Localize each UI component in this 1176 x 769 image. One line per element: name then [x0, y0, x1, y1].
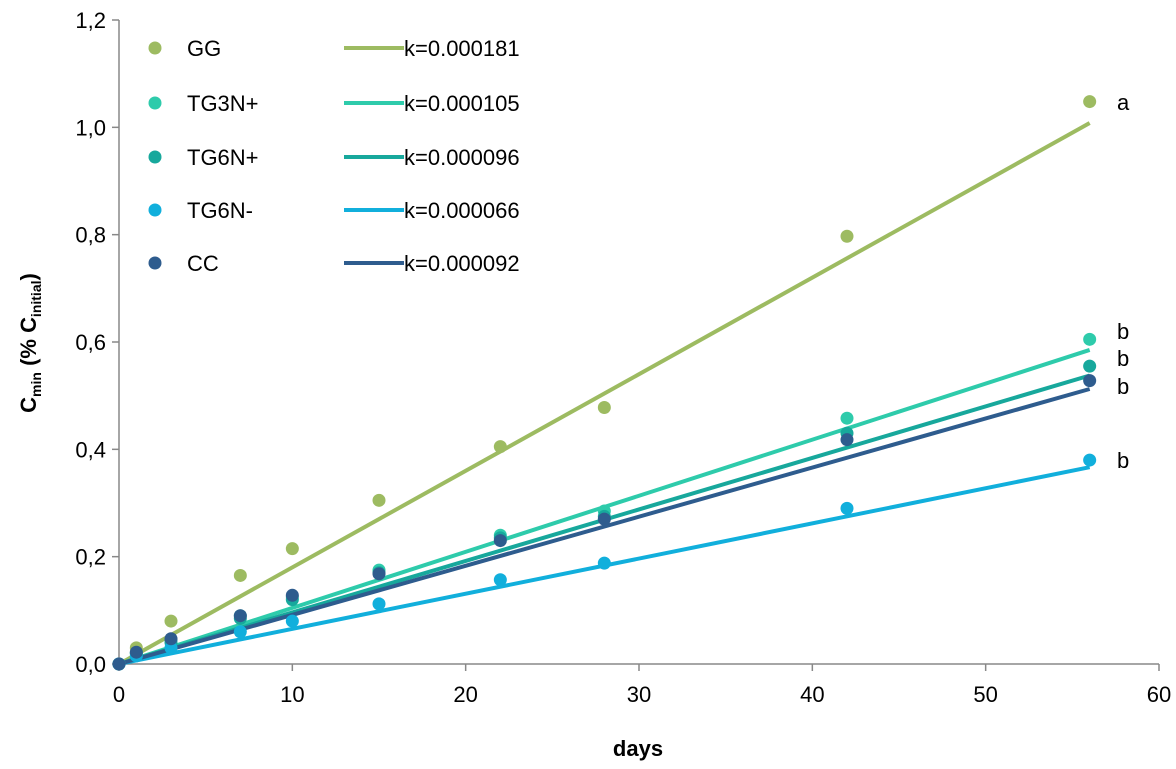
data-point-cc	[164, 632, 178, 646]
y-axis-title-main-sub: min	[28, 372, 44, 397]
data-point-cc	[840, 433, 854, 447]
data-point-cc	[112, 657, 126, 671]
x-tick-label: 10	[280, 682, 304, 707]
data-point-tg6n	[597, 556, 611, 570]
data-point-cc	[493, 534, 507, 548]
legend-label-tg6n: TG6N-	[187, 198, 253, 223]
data-point-tg6n	[233, 625, 247, 639]
x-tick-label: 50	[973, 682, 997, 707]
y-tick-label: 1,2	[75, 8, 106, 33]
legend-label-cc: CC	[187, 251, 219, 276]
y-tick-label: 0,0	[75, 652, 106, 677]
data-point-gg	[233, 568, 247, 582]
legend-label-tg6n: TG6N+	[187, 145, 259, 170]
legend-k-label-tg6n: k=0.000096	[404, 145, 520, 170]
data-point-gg	[372, 493, 386, 507]
data-point-cc	[597, 512, 611, 526]
legend-k-label-tg3n: k=0.000105	[404, 91, 520, 116]
y-tick-label: 1,0	[75, 115, 106, 140]
data-point-cc	[1083, 374, 1097, 388]
x-tick-label: 20	[453, 682, 477, 707]
significance-label: b	[1117, 448, 1129, 473]
y-axis-title-close: )	[16, 273, 41, 280]
y-tick-label: 0,8	[75, 223, 106, 248]
significance-label: b	[1117, 319, 1129, 344]
data-point-gg	[164, 614, 178, 628]
data-point-tg6n	[164, 641, 178, 655]
legend-marker-tg6n	[148, 203, 162, 217]
fit-line-gg	[118, 121, 1091, 666]
data-point-cc	[129, 645, 143, 659]
legend-k-label-gg: k=0.000181	[404, 36, 520, 61]
legend-marker-tg3n	[148, 96, 162, 110]
legend-k-label-tg6n: k=0.000066	[404, 198, 520, 223]
data-point-tg6n	[372, 597, 386, 611]
data-point-cc	[372, 567, 386, 581]
y-ticks: 0,0 0,2 0,4 0,6 0,8 1,0 1,2	[75, 8, 119, 677]
x-tick-label: 0	[113, 682, 125, 707]
y-tick-label: 0,4	[75, 437, 106, 462]
x-tick-label: 60	[1147, 682, 1171, 707]
data-points	[112, 95, 1097, 671]
legend-marker-tg6n	[148, 150, 162, 164]
legend-label-tg3n: TG3N+	[187, 91, 259, 116]
data-point-tg6n	[1083, 453, 1097, 467]
y-tick-label: 0,2	[75, 545, 106, 570]
fit-lines	[118, 121, 1091, 666]
legend-marker-cc	[148, 256, 162, 270]
y-axis-title-open: (% C	[16, 317, 41, 372]
data-point-cc	[233, 609, 247, 623]
data-point-tg6n	[493, 573, 507, 587]
legend-marker-gg	[148, 41, 162, 55]
data-point-gg	[597, 400, 611, 414]
y-axis-title: Cmin (% Cinitial)	[16, 273, 44, 413]
significance-label: b	[1117, 374, 1129, 399]
significance-label: b	[1117, 346, 1129, 371]
x-tick-label: 40	[800, 682, 824, 707]
data-point-gg	[1083, 95, 1097, 109]
data-point-gg	[493, 440, 507, 454]
x-axis-title: days	[613, 736, 663, 761]
data-point-tg6n	[285, 614, 299, 628]
data-point-cc	[285, 588, 299, 602]
y-axis-title-main: C	[16, 397, 41, 413]
legend-k-label-cc: k=0.000092	[404, 251, 520, 276]
data-point-tg3n	[1083, 332, 1097, 346]
x-tick-label: 30	[627, 682, 651, 707]
legend-label-gg: GG	[187, 36, 221, 61]
y-axis-title-open-sub: initial	[28, 280, 44, 317]
data-point-tg6n	[1083, 359, 1097, 373]
legend: GG k=0.000181 TG3N+ k=0.000105 TG6N+ k=0.0000…	[148, 36, 520, 276]
data-point-gg	[840, 229, 854, 243]
significance-label: a	[1117, 90, 1130, 115]
y-tick-label: 0,6	[75, 330, 106, 355]
plot-area: 0 10 20 30 40 50 60 0,00,20,40,60,81,01,2 abbb…	[75, 8, 1171, 707]
data-point-gg	[285, 542, 299, 556]
fit-line-cc	[118, 387, 1091, 666]
x-ticks: 0 10 20 30 40 50 60	[113, 664, 1171, 707]
data-point-tg3n	[840, 411, 854, 425]
data-point-tg6n	[840, 501, 854, 515]
